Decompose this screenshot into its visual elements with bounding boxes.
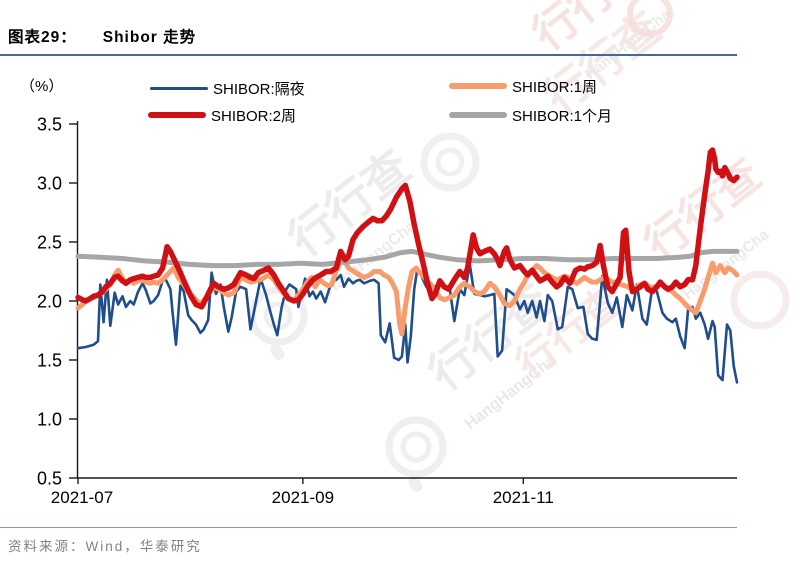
chart-title: 图表29： Shibor 走势	[8, 25, 196, 47]
legend-swatch-1week	[449, 83, 507, 89]
legend-item-shibor-1week: SHIBOR:1周	[449, 76, 597, 96]
legend-swatch-overnight	[150, 86, 208, 90]
plot-area: 0.5 1.0 1.5 2.0 2.5 3.0 3.5 2021-07 2021-09 2021-…	[37, 115, 740, 507]
y-axis-tick-label: 1.5	[37, 351, 62, 371]
series-line-shibor-2week	[75, 147, 740, 310]
legend-item-shibor-overnight: SHIBOR:隔夜	[150, 78, 305, 98]
x-axis-tick-label: 2021-09	[272, 488, 334, 507]
y-axis-unit-label: （%）	[20, 78, 64, 95]
legend-swatch-1month	[449, 112, 507, 118]
legend-item-shibor-1month: SHIBOR:1个月	[449, 105, 612, 125]
data-source-note: 资料来源：Wind，华泰研究	[8, 539, 202, 554]
y-axis-tick-label: 2.0	[37, 292, 62, 312]
legend-swatch-2week	[148, 112, 206, 118]
y-axis-tick-label: 0.5	[37, 469, 62, 489]
watermark-group-pink-right: 行行查 HangHangCha 行行查	[508, 150, 790, 387]
y-axis-tick-label: 3.0	[37, 174, 62, 194]
chart-title-text: Shibor 走势	[102, 29, 197, 46]
chart-number-label: 图表29：	[8, 29, 77, 46]
x-axis-tick-label: 2021-11	[493, 488, 554, 507]
title-divider	[0, 54, 737, 56]
legend-label-2week: SHIBOR:2周	[211, 107, 297, 125]
y-axis-tick-label: 2.5	[37, 233, 62, 253]
y-axis-tick-label: 1.0	[37, 410, 62, 430]
series-line-shibor-1month	[75, 248, 740, 269]
legend-label-1week: SHIBOR:1周	[512, 78, 598, 96]
legend-label-1month: SHIBOR:1个月	[512, 107, 613, 125]
legend-label-overnight: SHIBOR:隔夜	[213, 80, 305, 98]
x-axis-tick-label: 2021-07	[51, 488, 113, 507]
series-line-shibor-overnight	[76, 263, 739, 384]
legend-item-shibor-2week: SHIBOR:2周	[148, 105, 296, 125]
y-axis-tick-label: 3.5	[37, 115, 62, 135]
footer-divider	[0, 527, 737, 528]
